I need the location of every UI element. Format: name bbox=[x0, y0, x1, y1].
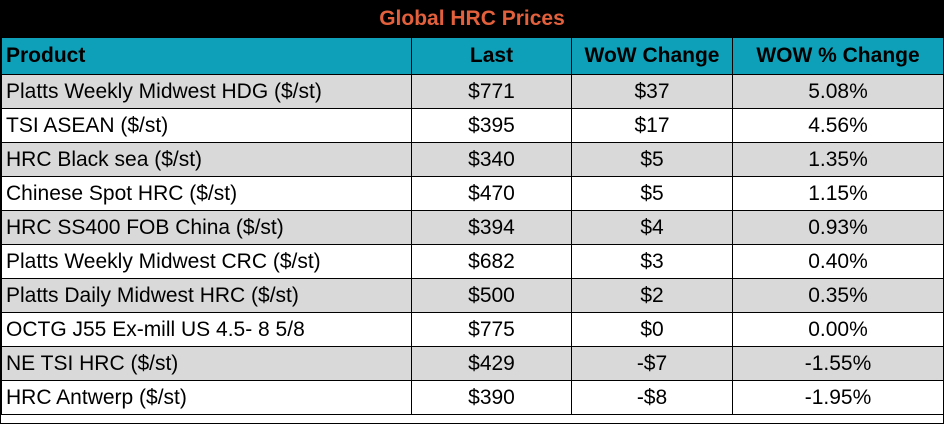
table-row: TSI ASEAN ($/st) $395 $17 4.56% bbox=[1, 108, 944, 143]
cell-wow-change: $2 bbox=[571, 278, 733, 313]
table-row: Platts Weekly Midwest HDG ($/st) $771 $37 5… bbox=[1, 74, 944, 109]
column-header-product: Product bbox=[1, 37, 412, 75]
cell-last: $429 bbox=[411, 346, 572, 381]
price-table: Product Last WoW Change WOW % Change Pla… bbox=[1, 37, 944, 415]
cell-wow-change: $5 bbox=[571, 142, 733, 177]
cell-last: $771 bbox=[411, 74, 572, 109]
column-header-last: Last bbox=[411, 37, 572, 75]
cell-last: $395 bbox=[411, 108, 572, 143]
header-row: Product Last WoW Change WOW % Change bbox=[1, 37, 944, 75]
cell-wow-change: $37 bbox=[571, 74, 733, 109]
cell-last: $390 bbox=[411, 380, 572, 415]
cell-wow-change: -$8 bbox=[571, 380, 733, 415]
cell-product: TSI ASEAN ($/st) bbox=[1, 108, 412, 143]
cell-wow-pct-change: -1.95% bbox=[732, 380, 944, 415]
table-body: Platts Weekly Midwest HDG ($/st) $771 $37 5… bbox=[1, 74, 944, 415]
table-row: Platts Weekly Midwest CRC ($/st) $682 $3 0.… bbox=[1, 244, 944, 279]
cell-wow-change: $4 bbox=[571, 210, 733, 245]
column-header-wow-pct-change: WOW % Change bbox=[732, 37, 944, 75]
table-row: Platts Daily Midwest HRC ($/st) $500 $2 0.3… bbox=[1, 278, 944, 313]
cell-wow-pct-change: 0.35% bbox=[732, 278, 944, 313]
cell-wow-change: $0 bbox=[571, 312, 733, 347]
cell-last: $470 bbox=[411, 176, 572, 211]
column-header-wow-change: WoW Change bbox=[571, 37, 733, 75]
cell-product: Platts Weekly Midwest CRC ($/st) bbox=[1, 244, 412, 279]
table-row: OCTG J55 Ex-mill US 4.5- 8 5/8 $775 $0 0.00… bbox=[1, 312, 944, 347]
cell-product: HRC SS400 FOB China ($/st) bbox=[1, 210, 412, 245]
cell-wow-pct-change: 0.00% bbox=[732, 312, 944, 347]
cell-wow-change: $3 bbox=[571, 244, 733, 279]
cell-product: Platts Daily Midwest HRC ($/st) bbox=[1, 278, 412, 313]
table-row: HRC Black sea ($/st) $340 $5 1.35% bbox=[1, 142, 944, 177]
cell-wow-pct-change: 1.35% bbox=[732, 142, 944, 177]
table-title: Global HRC Prices bbox=[1, 1, 943, 37]
cell-last: $394 bbox=[411, 210, 572, 245]
cell-wow-pct-change: 4.56% bbox=[732, 108, 944, 143]
cell-wow-pct-change: 0.93% bbox=[732, 210, 944, 245]
cell-last: $682 bbox=[411, 244, 572, 279]
table-row: Chinese Spot HRC ($/st) $470 $5 1.15% bbox=[1, 176, 944, 211]
table-row: HRC SS400 FOB China ($/st) $394 $4 0.93% bbox=[1, 210, 944, 245]
cell-last: $340 bbox=[411, 142, 572, 177]
table-row: HRC Antwerp ($/st) $390 -$8 -1.95% bbox=[1, 380, 944, 415]
cell-wow-change: -$7 bbox=[571, 346, 733, 381]
cell-wow-change: $5 bbox=[571, 176, 733, 211]
cell-wow-pct-change: 0.40% bbox=[732, 244, 944, 279]
cell-last: $775 bbox=[411, 312, 572, 347]
cell-wow-pct-change: 5.08% bbox=[732, 74, 944, 109]
cell-wow-pct-change: 1.15% bbox=[732, 176, 944, 211]
cell-product: Platts Weekly Midwest HDG ($/st) bbox=[1, 74, 412, 109]
table-row: NE TSI HRC ($/st) $429 -$7 -1.55% bbox=[1, 346, 944, 381]
cell-wow-change: $17 bbox=[571, 108, 733, 143]
cell-product: HRC Black sea ($/st) bbox=[1, 142, 412, 177]
cell-product: OCTG J55 Ex-mill US 4.5- 8 5/8 bbox=[1, 312, 412, 347]
cell-wow-pct-change: -1.55% bbox=[732, 346, 944, 381]
cell-product: HRC Antwerp ($/st) bbox=[1, 380, 412, 415]
cell-last: $500 bbox=[411, 278, 572, 313]
cell-product: Chinese Spot HRC ($/st) bbox=[1, 176, 412, 211]
cell-product: NE TSI HRC ($/st) bbox=[1, 346, 412, 381]
